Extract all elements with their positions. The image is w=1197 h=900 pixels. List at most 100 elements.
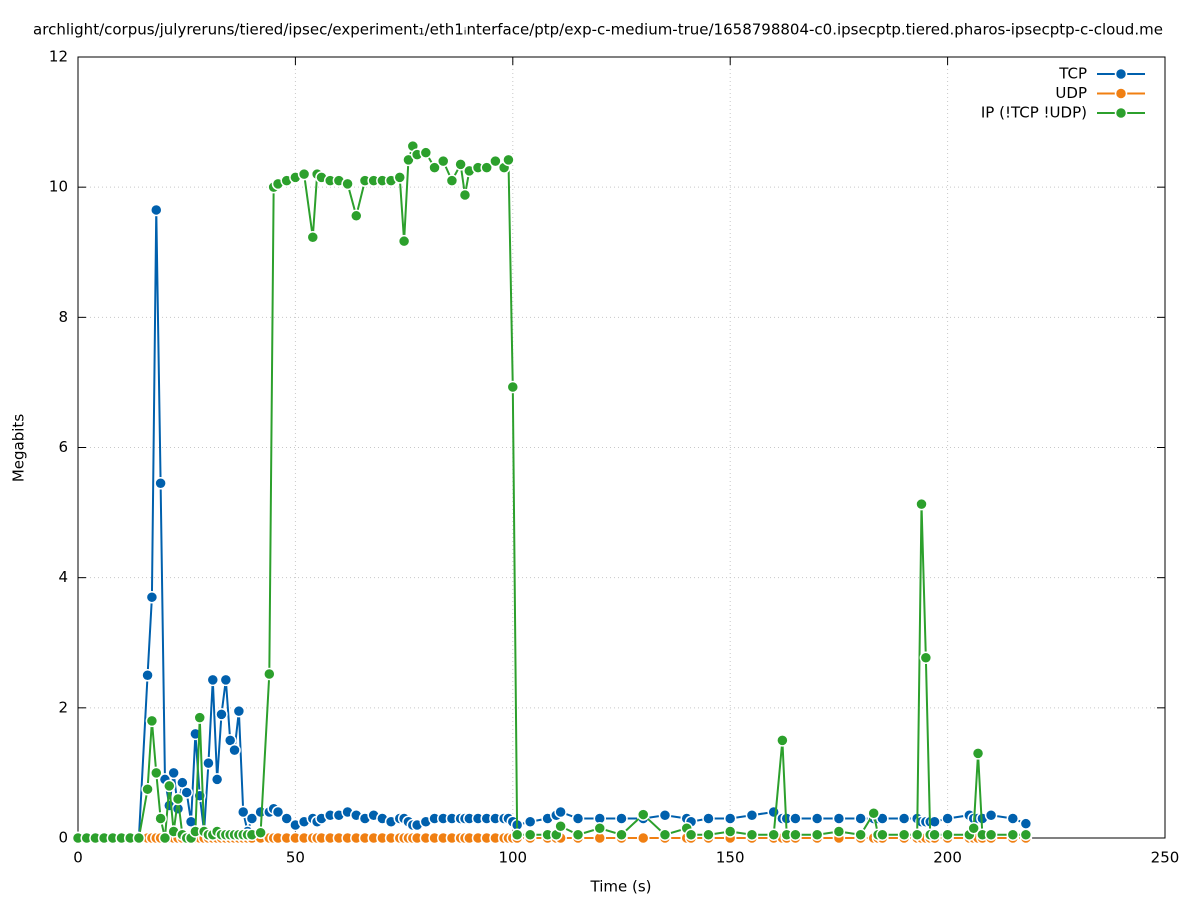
data-point (702, 828, 715, 841)
data-point (767, 828, 780, 841)
legend-swatch (1114, 106, 1128, 120)
data-point (445, 174, 459, 187)
x-tick-label: 50 (286, 849, 305, 867)
data-point (684, 828, 698, 841)
x-tick-label: 250 (1151, 849, 1180, 867)
data-point (897, 812, 911, 825)
data-point (271, 805, 285, 819)
data-point (810, 812, 824, 825)
data-point (150, 203, 163, 217)
data-point (145, 590, 159, 604)
data-point (593, 821, 607, 835)
data-point (745, 808, 759, 822)
y-tick-label: 0 (58, 829, 68, 847)
data-point (571, 828, 585, 841)
data-point (1019, 817, 1033, 830)
data-point (915, 497, 928, 511)
data-point (215, 708, 228, 721)
y-tick-label: 4 (58, 568, 68, 586)
data-point (941, 828, 954, 841)
data-point (219, 673, 233, 687)
data-point (745, 828, 759, 841)
data-point (393, 171, 407, 184)
data-point (350, 209, 363, 223)
data-point (480, 161, 493, 174)
data-point (554, 820, 567, 833)
data-point (489, 154, 502, 168)
x-tick-label: 150 (716, 849, 745, 867)
data-point (236, 805, 250, 819)
y-axis-label: Megabits (10, 414, 28, 482)
data-point (1006, 812, 1020, 825)
data-point (145, 714, 159, 728)
data-point (867, 807, 880, 820)
legend-swatch (1114, 87, 1128, 100)
data-point (454, 158, 467, 171)
data-point (154, 477, 167, 490)
data-point (554, 805, 567, 819)
data-point (436, 154, 450, 168)
data-point (306, 231, 320, 244)
legend-swatch (1114, 67, 1128, 81)
data-point (571, 812, 585, 825)
data-point (397, 234, 411, 248)
x-axis-label: Time (s) (590, 878, 652, 896)
data-point (876, 828, 889, 841)
data-point (984, 808, 998, 822)
data-point (897, 828, 911, 841)
legend-label: TCP (1058, 65, 1087, 83)
legend-label: IP (!TCP !UDP) (981, 104, 1087, 122)
data-point (615, 812, 628, 825)
data-point (510, 828, 524, 841)
series-line (78, 209, 1027, 839)
x-tick-label: 100 (498, 849, 527, 867)
data-point (232, 704, 246, 718)
data-point (1019, 828, 1033, 841)
data-point (297, 167, 311, 181)
data-point (280, 812, 293, 825)
data-point (210, 773, 224, 786)
data-point (723, 812, 737, 825)
data-point (789, 812, 802, 825)
data-point (206, 673, 220, 687)
data-point (723, 825, 737, 838)
data-point (502, 153, 515, 167)
y-tick-label: 2 (58, 698, 68, 716)
data-point (776, 734, 789, 747)
data-point (141, 782, 154, 796)
data-point (910, 828, 924, 841)
data-point (193, 711, 206, 724)
y-tick-label: 10 (49, 178, 68, 196)
plot-frame (77, 56, 1166, 839)
data-point (658, 808, 672, 822)
data-point (832, 812, 846, 825)
data-point (702, 812, 715, 825)
data-point (154, 812, 167, 825)
data-point (458, 188, 472, 202)
data-point (167, 766, 180, 780)
data-point (810, 828, 824, 841)
data-point (615, 828, 628, 841)
data-point (202, 756, 215, 770)
data-point (928, 828, 941, 841)
data-point (636, 831, 650, 845)
data-point (984, 828, 998, 841)
data-point (941, 812, 954, 825)
data-point (132, 831, 146, 845)
data-point (789, 828, 802, 841)
data-point (263, 667, 276, 681)
data-point (523, 815, 537, 828)
data-point (506, 380, 520, 394)
data-point (419, 146, 433, 159)
data-point (658, 828, 672, 841)
data-point (523, 828, 537, 841)
x-tick-label: 0 (73, 849, 83, 867)
data-point (854, 828, 867, 841)
data-point (141, 669, 154, 682)
x-tick-label: 200 (933, 849, 962, 867)
data-point (245, 812, 259, 825)
data-point (158, 831, 172, 845)
data-point (150, 766, 163, 780)
